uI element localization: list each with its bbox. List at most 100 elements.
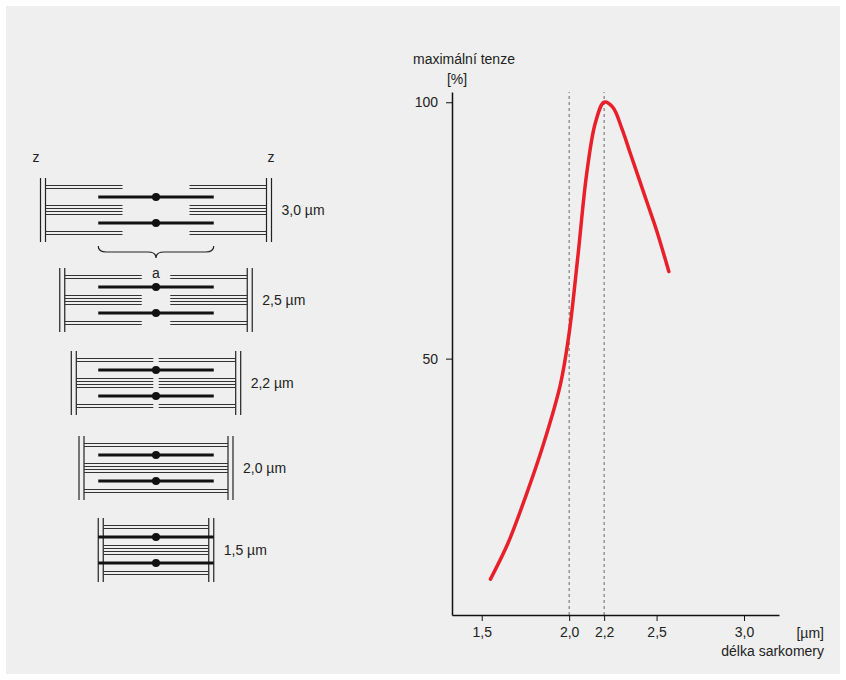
x-tick: 2,5 [647, 615, 667, 640]
actin [84, 466, 161, 467]
actin [190, 208, 267, 209]
length-label: 1,5 µm [224, 542, 267, 558]
length-label: 3,0 µm [282, 202, 325, 218]
actin [132, 551, 209, 552]
sarcomere [79, 436, 233, 500]
actin [170, 295, 247, 296]
actin [190, 205, 267, 206]
actin [159, 361, 236, 362]
actin [65, 278, 142, 279]
plot-marks [490, 102, 668, 579]
actin [190, 214, 267, 215]
reference-line [604, 92, 605, 615]
actin [65, 298, 142, 299]
actin [46, 214, 123, 215]
m-line-dot [152, 283, 160, 291]
x-tick-label: 2,2 [595, 624, 615, 640]
actin [65, 301, 142, 302]
z-line [235, 351, 236, 415]
actin [132, 574, 209, 575]
actin [159, 407, 236, 408]
actin [159, 358, 236, 359]
sarcomere [60, 268, 253, 332]
z-line [266, 178, 267, 242]
axis-line [453, 615, 780, 617]
m-line-dot [152, 559, 160, 567]
actin [159, 381, 236, 382]
sarcomere [71, 351, 240, 415]
actin [170, 298, 247, 299]
m-line-dot [152, 392, 160, 400]
z-line [227, 436, 228, 500]
actin [159, 384, 236, 385]
actin [76, 358, 153, 359]
actin [151, 489, 228, 490]
x-tick-mark [744, 615, 745, 621]
y-axis: 50100 [415, 93, 453, 616]
actin [170, 324, 247, 325]
m-line-dot [152, 477, 160, 485]
x-tick: 3,0 [735, 615, 755, 640]
z-line [59, 268, 60, 332]
sarcomere [98, 518, 214, 582]
actin [151, 463, 228, 464]
sarcomere [41, 178, 272, 242]
x-tick-mark [604, 615, 605, 621]
actin [170, 278, 247, 279]
actin [190, 185, 267, 186]
x-tick-mark [657, 615, 658, 621]
actin [76, 407, 153, 408]
actin [84, 489, 161, 490]
y-axis-title: maximální tenze [413, 51, 515, 67]
brace [98, 246, 214, 258]
actin [46, 211, 123, 212]
canvas: 3,0 µmzza2,5 µm2,2 µm2,0 µm1,5 µm1,52,02… [0, 0, 846, 680]
z-line [232, 436, 233, 500]
actin [190, 188, 267, 189]
actin [151, 469, 228, 470]
actin [190, 231, 267, 232]
actin [76, 384, 153, 385]
x-tick: 2,2 [595, 615, 615, 640]
actin [76, 387, 153, 388]
actin [65, 321, 142, 322]
x-axis-title: délka sarkomery [721, 643, 824, 659]
actin [84, 469, 161, 470]
x-tick-label: 1,5 [472, 624, 492, 640]
z-line [271, 178, 272, 242]
x-tick: 2,0 [560, 615, 580, 640]
actin [151, 472, 228, 473]
z-line [213, 518, 214, 582]
actin [65, 304, 142, 305]
actin [65, 275, 142, 276]
length-label: 2,2 µm [251, 375, 294, 391]
actin [84, 492, 161, 493]
actin [190, 234, 267, 235]
reference-line [569, 92, 570, 615]
actin [151, 466, 228, 467]
x-tick-label: 3,0 [735, 624, 755, 640]
sarcomere-diagram: 3,0 µmzza2,5 µm2,2 µm2,0 µm1,5 µm [33, 149, 325, 582]
m-line-dot [152, 193, 160, 201]
actin [132, 528, 209, 529]
actin [170, 304, 247, 305]
actin [46, 231, 123, 232]
y-axis-unit: [%] [447, 71, 467, 87]
actin [84, 443, 161, 444]
actin [65, 295, 142, 296]
m-line-dot [152, 219, 160, 227]
actin [76, 381, 153, 382]
actin [170, 301, 247, 302]
m-line-dot [152, 451, 160, 459]
z-line [247, 268, 248, 332]
length-label: 2,0 µm [243, 460, 286, 476]
z-line [98, 518, 99, 582]
actin [76, 361, 153, 362]
actin [132, 548, 209, 549]
z-line [208, 518, 209, 582]
z-label: z [268, 149, 275, 165]
actin [84, 463, 161, 464]
m-line-dot [152, 366, 160, 374]
z-label: z [33, 149, 40, 165]
x-tick-mark [569, 615, 570, 621]
